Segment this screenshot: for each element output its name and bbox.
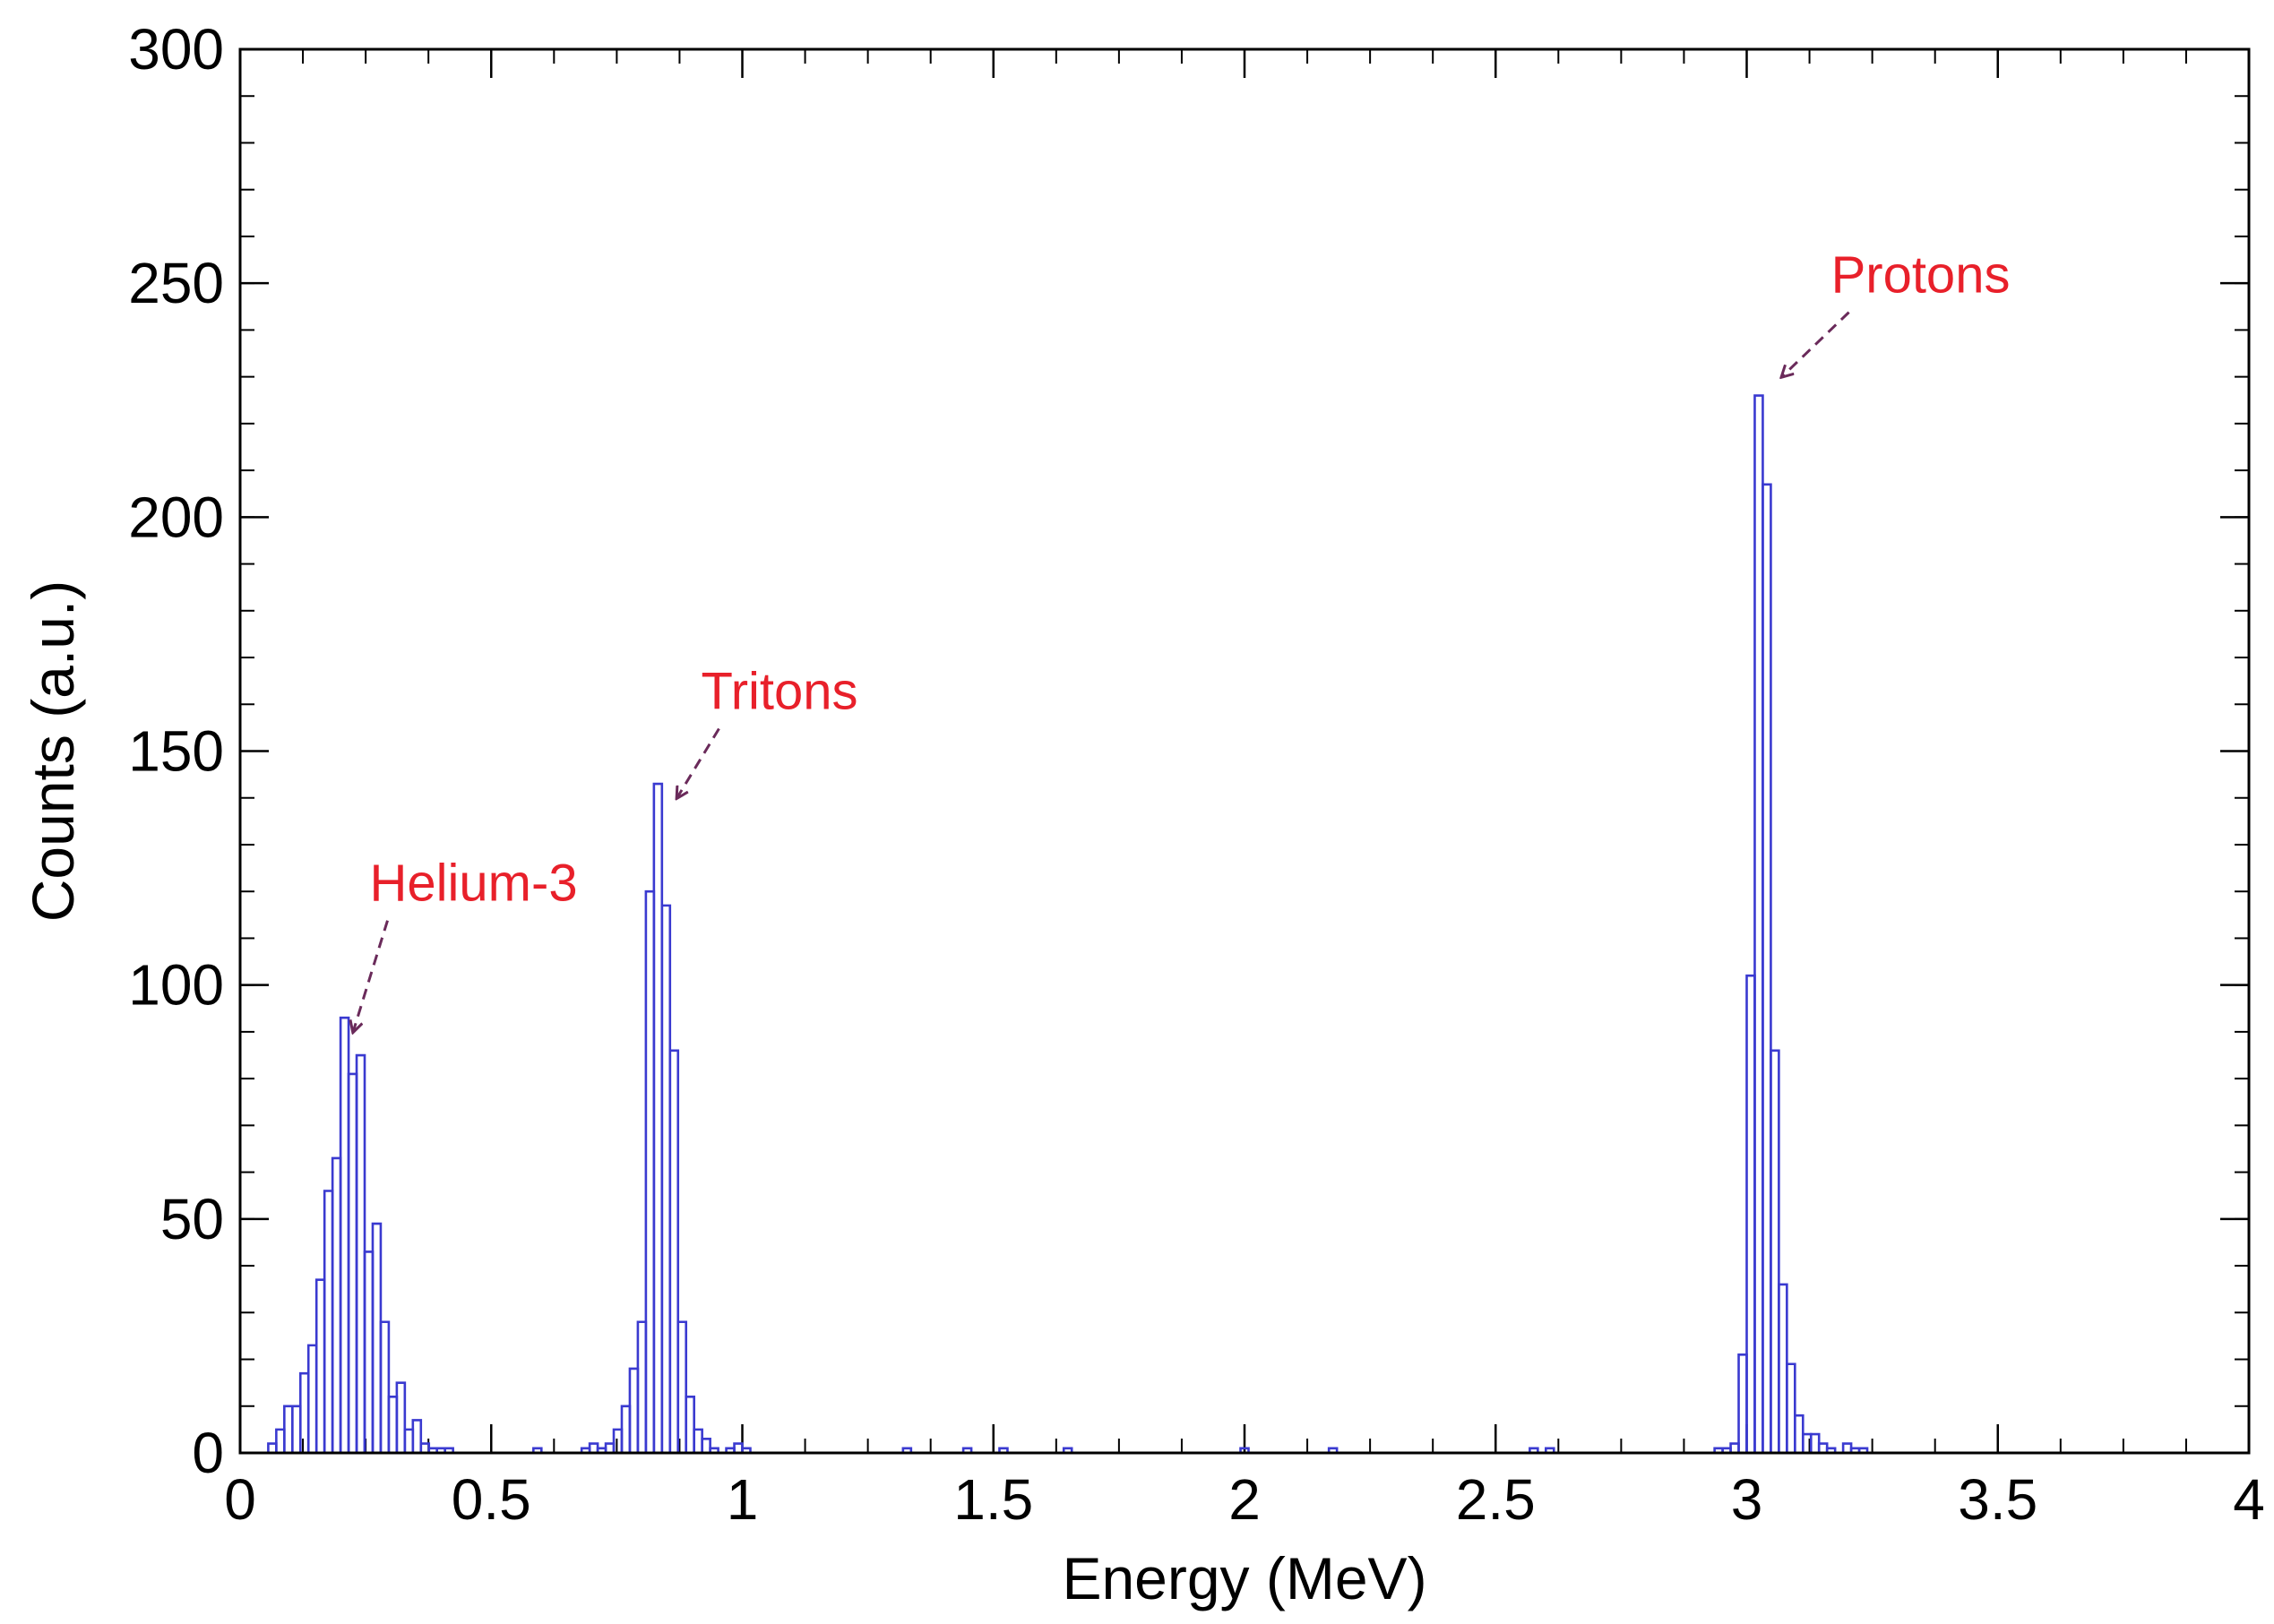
histogram-bin [1529, 1447, 1539, 1453]
histogram-bin [387, 1396, 399, 1453]
histogram-bin [1062, 1447, 1073, 1453]
y-axis-title: Counts (a.u.) [20, 580, 86, 923]
histogram-bin [532, 1447, 543, 1453]
histogram-bin [604, 1442, 616, 1453]
histogram-bin [331, 1156, 342, 1453]
histogram-bin [1729, 1442, 1740, 1453]
y-tick-label: 150 [128, 719, 224, 784]
histogram-bin [347, 1072, 358, 1453]
histogram-bin [612, 1428, 624, 1453]
histogram-bin [290, 1405, 302, 1453]
histogram-bin [1737, 1353, 1748, 1453]
histogram-bin [339, 1016, 350, 1453]
histogram-bin [620, 1405, 632, 1453]
histogram-trace [267, 394, 1869, 1455]
histogram-bin [709, 1447, 719, 1453]
annotation-arrow [1782, 311, 1850, 377]
histogram-bin [961, 1447, 973, 1453]
x-tick-label: 4 [2233, 1467, 2265, 1532]
x-tick-label: 0 [224, 1467, 256, 1532]
x-tick-labels: 0 0.5 1 1.5 2 2.5 3 3.5 4 [224, 1467, 2265, 1532]
histogram-bin [298, 1371, 310, 1453]
histogram-bin [636, 1320, 648, 1453]
histogram-bin [628, 1367, 640, 1453]
histogram-bin [660, 904, 672, 1453]
histogram-bin [314, 1278, 326, 1453]
minor-ticks [239, 48, 2250, 1454]
histogram-bin [676, 1320, 688, 1453]
y-tick-label: 0 [192, 1421, 224, 1485]
histogram-bin [1745, 974, 1756, 1453]
histogram-bin [1778, 1283, 1788, 1453]
y-tick-label: 250 [128, 251, 224, 315]
histogram-bin [685, 1396, 695, 1453]
histogram-bin [701, 1438, 711, 1453]
x-tick-label: 2 [1228, 1467, 1261, 1532]
histogram-bin [1786, 1362, 1796, 1453]
x-tick-label: 3 [1731, 1467, 1763, 1532]
histogram-bin [1761, 483, 1772, 1453]
histogram-bin [1545, 1447, 1555, 1453]
histogram-bin [1857, 1447, 1869, 1453]
x-tick-label: 0.5 [452, 1467, 531, 1532]
histogram-bin [1794, 1413, 1805, 1453]
plot-frame [238, 47, 2251, 1455]
histogram-bin [363, 1250, 375, 1453]
histogram-bin [379, 1320, 391, 1453]
annotation-label: Protons [1831, 246, 2011, 305]
annotations: Helium-3 Tritons Protons [353, 246, 2010, 1032]
y-tick-label: 50 [160, 1187, 224, 1251]
histogram-bin [998, 1447, 1009, 1453]
histogram-bin [644, 889, 656, 1453]
x-tick-label: 2.5 [1456, 1467, 1536, 1532]
histogram-bin [1327, 1447, 1339, 1453]
histogram-bin [323, 1190, 334, 1453]
annotation-arrow [677, 727, 720, 797]
histogram-bin [283, 1405, 294, 1453]
histogram-bin [901, 1447, 913, 1453]
histogram-bin [668, 1049, 680, 1453]
histogram-bin [1770, 1049, 1780, 1453]
histogram-bin [306, 1344, 318, 1453]
annotation-label: Helium-3 [370, 855, 578, 913]
histogram-bin [411, 1419, 423, 1453]
histogram-bin [1817, 1442, 1829, 1453]
histogram-bin [371, 1222, 383, 1453]
histogram-bin [1825, 1447, 1837, 1453]
histogram-bin [1809, 1432, 1821, 1453]
histogram-bin [355, 1053, 366, 1453]
annotation-label: Tritons [701, 662, 857, 720]
histogram-bin [1239, 1447, 1250, 1453]
histogram-bin [275, 1428, 286, 1453]
x-tick-label: 1 [727, 1467, 759, 1532]
histogram-bin [652, 782, 664, 1453]
x-tick-label: 1.5 [953, 1467, 1033, 1532]
y-tick-label: 100 [128, 953, 224, 1018]
histogram-bin [1753, 394, 1764, 1453]
histogram-bin [588, 1442, 599, 1453]
histogram-bin [395, 1381, 407, 1453]
y-tick-labels: 0 50 100 150 200 250 300 [128, 17, 224, 1485]
y-tick-label: 200 [128, 485, 224, 549]
histogram-bin [733, 1442, 744, 1453]
histogram-bin [267, 1442, 278, 1453]
histogram-bin [693, 1428, 703, 1453]
x-tick-label: 3.5 [1958, 1467, 2037, 1532]
histogram-bin [1841, 1442, 1853, 1453]
histogram-bin [444, 1447, 454, 1453]
histogram-bin [741, 1447, 752, 1453]
annotation-arrow [353, 920, 389, 1032]
y-tick-label: 300 [128, 17, 224, 82]
histogram-bin [403, 1428, 415, 1453]
x-axis-title: Energy (MeV) [1062, 1545, 1426, 1611]
